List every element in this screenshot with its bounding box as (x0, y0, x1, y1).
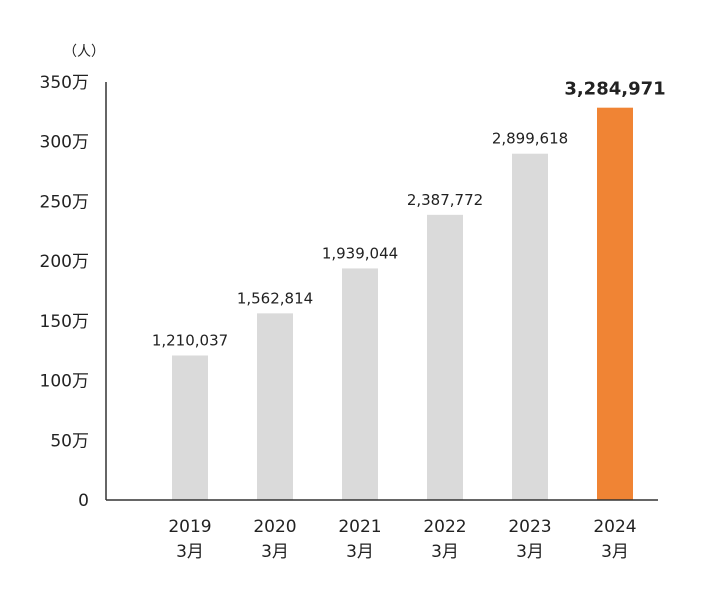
x-tick-label-year: 2021 (338, 517, 381, 537)
bar-2021 (342, 268, 378, 500)
value-label-2023: 2,899,618 (492, 130, 568, 148)
y-axis-ticks: 0 50万 100万 150万 200万 250万 300万 350万 (40, 73, 89, 511)
bar-2024 (597, 107, 633, 500)
x-tick-label-year: 2024 (593, 517, 636, 537)
y-tick-label: 150万 (40, 312, 89, 332)
y-tick-label: 250万 (40, 192, 89, 212)
y-tick-label: 50万 (50, 431, 89, 451)
y-tick-label: 300万 (40, 133, 89, 153)
x-tick-label-year: 2020 (253, 517, 296, 537)
bar-2019 (172, 355, 208, 500)
value-label-2019: 1,210,037 (152, 331, 228, 349)
y-tick-label: 100万 (40, 372, 89, 392)
x-tick-label-year: 2019 (168, 517, 211, 537)
value-label-2020: 1,562,814 (237, 289, 313, 307)
y-axis-unit-label: （人） (63, 44, 105, 60)
x-tick-label-month: 3月 (516, 542, 544, 562)
bar-series (172, 107, 633, 501)
x-tick-label-year: 2022 (423, 517, 466, 537)
bar-2020 (257, 313, 293, 500)
value-label-2022: 2,387,772 (407, 191, 483, 209)
value-label-2024: 3,284,971 (564, 79, 665, 100)
x-axis-labels: 2019 3月 2020 3月 2021 3月 2022 3月 2023 3月 2024 3月 (168, 517, 636, 562)
value-label-2021: 1,939,044 (322, 244, 398, 262)
y-tick-label: 200万 (40, 252, 89, 272)
y-tick-label: 350万 (40, 73, 89, 93)
value-labels: 1,210,037 1,562,814 1,939,044 2,387,772 2,89… (152, 79, 666, 350)
x-tick-label-month: 3月 (261, 542, 289, 562)
x-tick-label-month: 3月 (346, 542, 374, 562)
x-tick-label-month: 3月 (431, 542, 459, 562)
x-tick-label-year: 2023 (508, 517, 551, 537)
y-tick-label: 0 (78, 491, 89, 511)
x-tick-label-month: 3月 (601, 542, 629, 562)
bar-2022 (427, 214, 463, 501)
x-tick-label-month: 3月 (176, 542, 204, 562)
bar-2023 (512, 153, 548, 500)
